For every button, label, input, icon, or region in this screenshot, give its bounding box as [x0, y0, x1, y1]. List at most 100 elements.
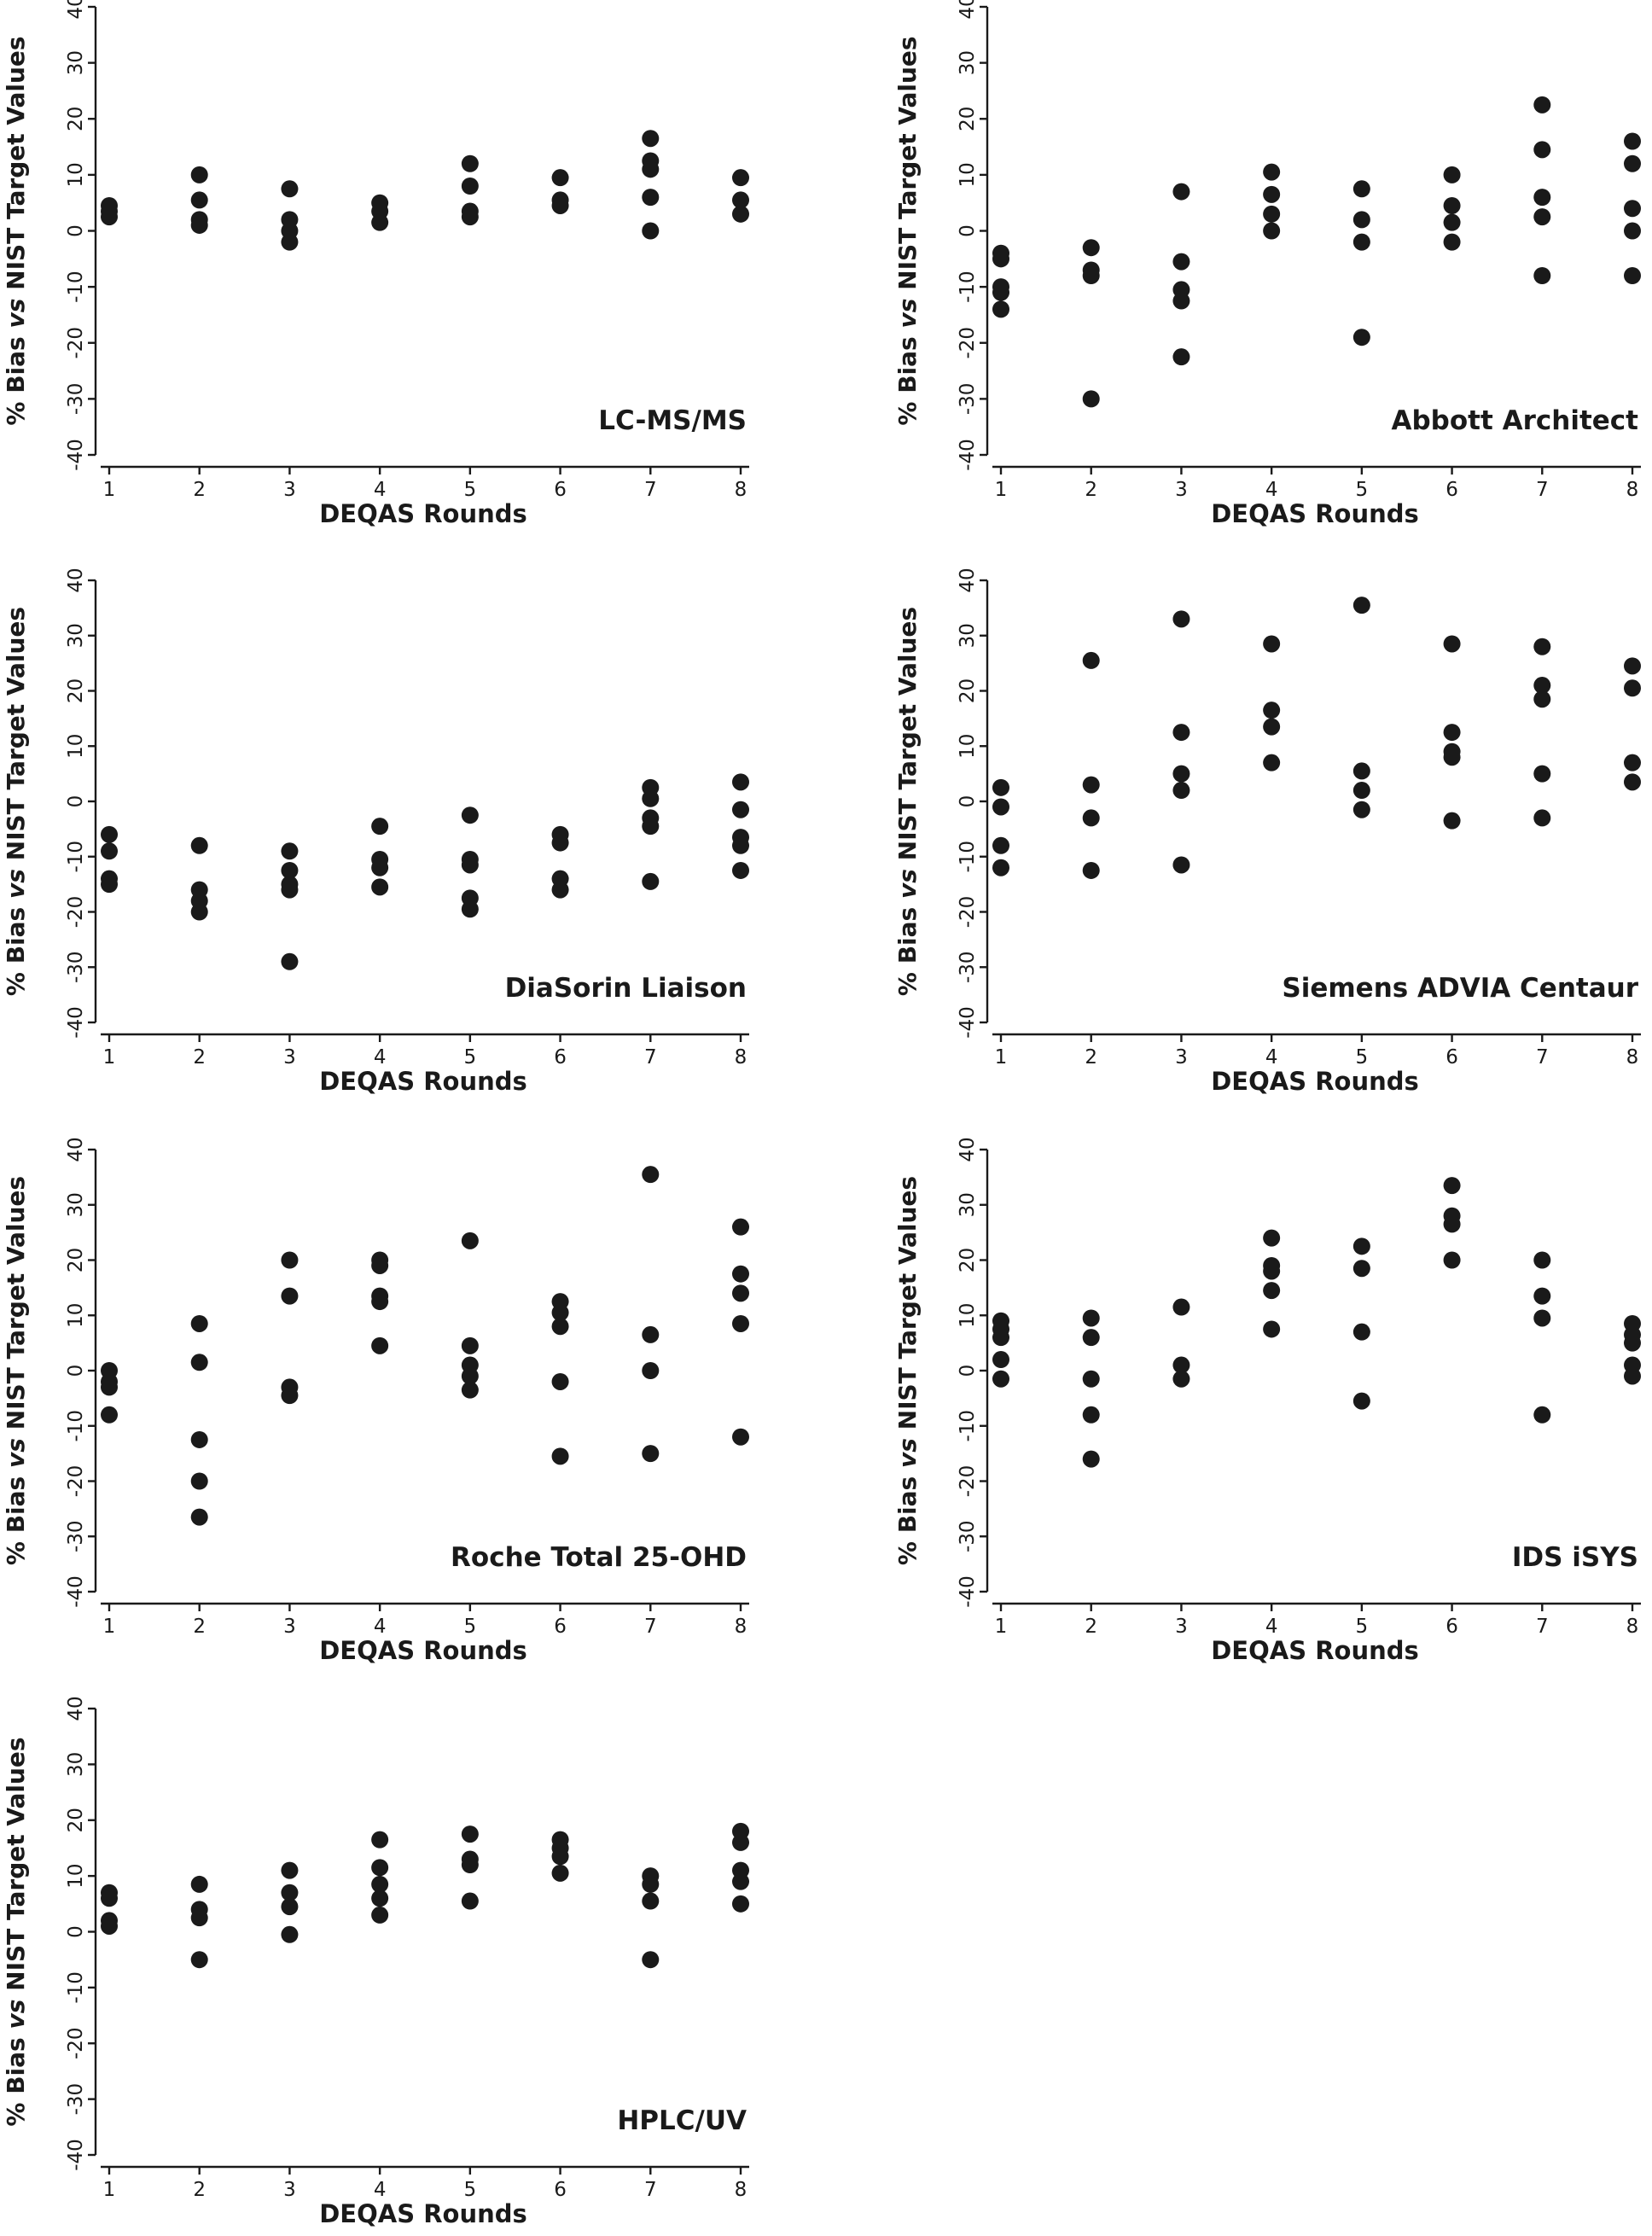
data-point [1624, 132, 1641, 150]
y-tick-label: 20 [65, 1808, 87, 1832]
x-tick-label: 7 [1536, 479, 1549, 501]
x-tick-label: 5 [464, 2179, 477, 2201]
y-tick-label: -20 [957, 1465, 979, 1498]
data-point [281, 1287, 299, 1305]
x-tick-label: 4 [1265, 479, 1278, 501]
y-tick-label: 0 [65, 795, 87, 808]
y-tick-label: -20 [65, 327, 87, 359]
data-point [190, 1430, 208, 1448]
x-tick-label: 7 [644, 1616, 657, 1638]
x-tick-label: 1 [995, 1046, 1008, 1069]
data-point [1624, 222, 1641, 240]
x-tick-label: 2 [193, 2179, 206, 2201]
data-point [1533, 96, 1551, 114]
data-point [461, 1381, 479, 1399]
data-point [642, 189, 660, 207]
data-point [101, 1406, 118, 1424]
y-tick-label: -10 [65, 1971, 87, 2004]
y-tick-label: 20 [65, 678, 87, 703]
x-tick-label: 3 [283, 1616, 296, 1638]
y-tick-label: 10 [957, 1303, 979, 1328]
data-point [642, 1892, 660, 1910]
y-tick-label: 10 [65, 162, 87, 187]
data-point [1263, 754, 1281, 772]
x-tick-label: 7 [644, 479, 657, 501]
data-point [281, 1861, 299, 1879]
data-point [1172, 782, 1190, 800]
data-point [371, 1890, 389, 1907]
data-point [1172, 183, 1190, 201]
data-point [461, 1367, 479, 1385]
data-point [371, 1875, 389, 1893]
y-tick-label: -30 [957, 1520, 979, 1552]
data-point [461, 806, 479, 824]
data-point [1533, 677, 1551, 695]
panel-2: -40 -30 -20 -10 0 10 20 30 40 1 2 3 4 5 6 7 8 DEQAS Round… [893, 0, 1641, 528]
data-point [732, 1895, 749, 1913]
y-tick-label: -10 [957, 1410, 979, 1442]
data-point [551, 834, 569, 852]
y-tick-label: 30 [957, 50, 979, 75]
x-tick-label: 8 [735, 479, 747, 501]
data-point [732, 861, 749, 879]
y-tick-label: -30 [957, 383, 979, 416]
x-tick-label: 3 [283, 479, 296, 501]
data-point [1172, 1370, 1190, 1388]
data-point [1624, 657, 1641, 675]
data-point [642, 160, 660, 178]
data-point [992, 836, 1009, 854]
x-tick-label: 1 [103, 1616, 116, 1638]
x-tick-label: 4 [1265, 1046, 1278, 1069]
y-tick-label: 10 [65, 1863, 87, 1888]
data-point [1352, 233, 1370, 251]
data-point [190, 1472, 208, 1490]
data-point [1352, 1323, 1370, 1341]
data-point [732, 801, 749, 818]
y-tick-label: 10 [65, 734, 87, 759]
y-tick-label: -30 [65, 1520, 87, 1552]
y-tick-label: -10 [65, 1410, 87, 1442]
x-tick-label: 1 [103, 479, 116, 501]
panel-label: Siemens ADVIA Centaur [1282, 973, 1638, 1004]
data-point [992, 1370, 1009, 1388]
data-point [371, 859, 389, 876]
data-point [1533, 1287, 1551, 1305]
data-point [1082, 861, 1100, 879]
x-tick-label: 6 [554, 1046, 567, 1069]
data-point [1533, 809, 1551, 827]
data-point [642, 872, 660, 890]
x-tick-label: 6 [1446, 1046, 1458, 1069]
data-point [992, 778, 1009, 796]
y-tick-label: 30 [65, 1752, 87, 1777]
data-point [1082, 776, 1100, 794]
data-point [1263, 185, 1281, 203]
data-point [1082, 1370, 1100, 1388]
x-tick-label: 7 [1536, 1046, 1549, 1069]
panel-6: -40 -30 -20 -10 0 10 20 30 40 1 2 3 4 5 6 7 8 DEQAS Round… [893, 1137, 1641, 1665]
data-point [1172, 348, 1190, 366]
x-axis-title: DEQAS Rounds [319, 1636, 527, 1665]
data-point [642, 222, 660, 240]
y-tick-label: -40 [65, 1006, 87, 1039]
x-axis-title: DEQAS Rounds [319, 1067, 527, 1096]
data-point [992, 798, 1009, 816]
x-tick-label: 2 [1085, 1046, 1097, 1069]
data-point [1443, 724, 1461, 742]
data-point [1082, 1329, 1100, 1347]
data-point [281, 861, 299, 879]
data-point [461, 154, 479, 172]
data-point [642, 1875, 660, 1893]
y-tick-label: -40 [65, 439, 87, 471]
data-point [1443, 213, 1461, 231]
data-point [1443, 1215, 1461, 1233]
data-point [642, 1325, 660, 1343]
data-point [190, 1951, 208, 1969]
y-tick-label: -30 [65, 951, 87, 983]
x-tick-label: 5 [1356, 1046, 1369, 1069]
data-point [732, 1314, 749, 1332]
y-tick-label: 0 [957, 224, 979, 237]
y-tick-label: 20 [957, 1248, 979, 1272]
x-tick-label: 7 [644, 1046, 657, 1069]
data-point [1624, 1334, 1641, 1352]
